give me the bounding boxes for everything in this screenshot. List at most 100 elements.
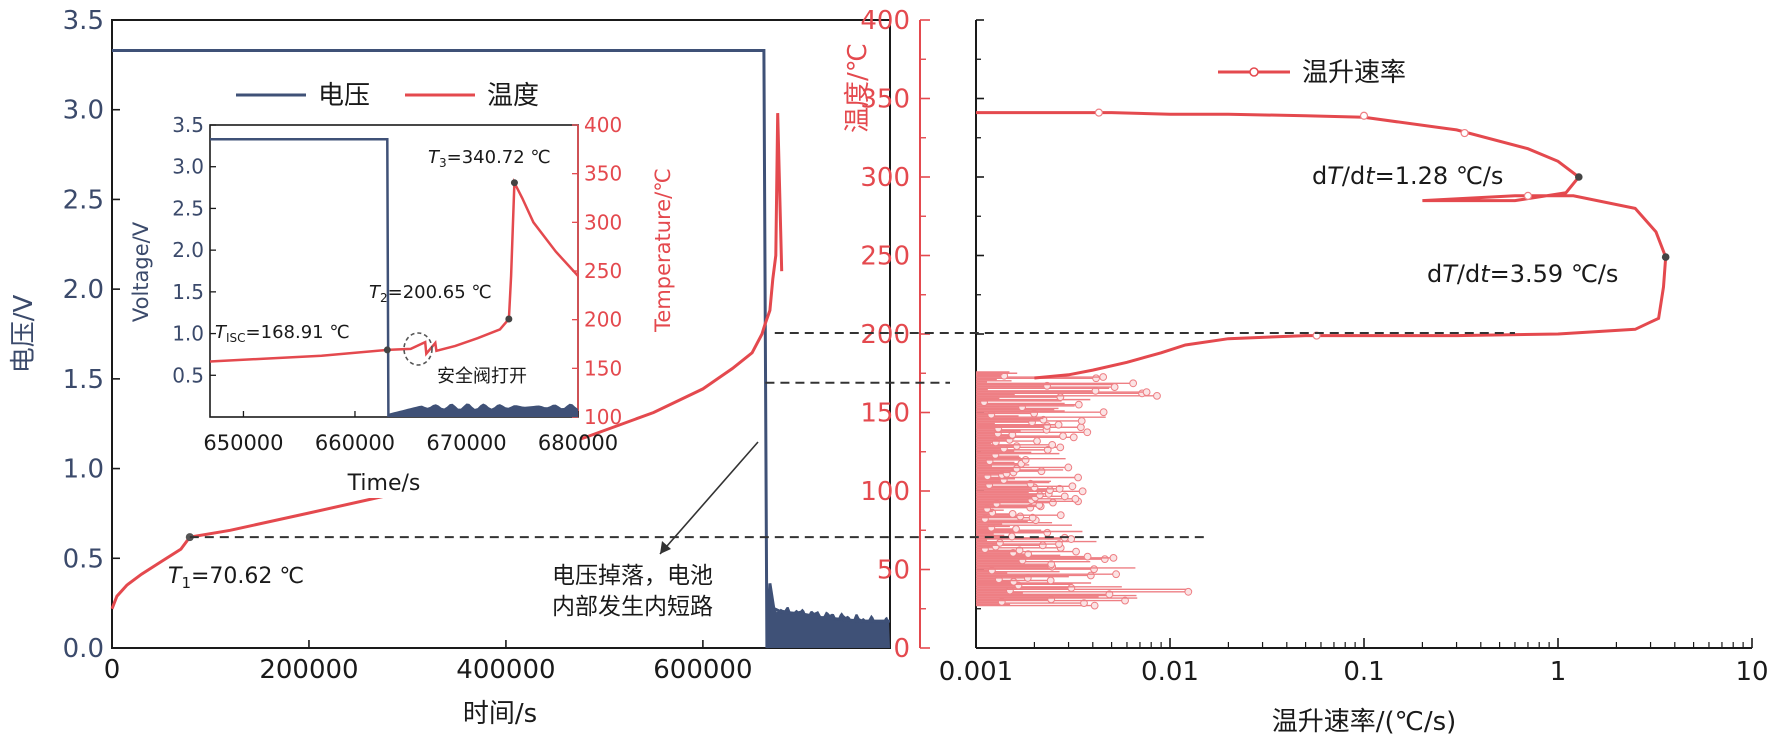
rate-noise-marker [1068,482,1077,491]
rate-noise-marker [1024,550,1033,559]
inset-right-tick-label: 100 [584,405,622,429]
inset-x-tick-label: 660000 [315,431,395,455]
rate-noise-marker [1112,570,1120,579]
rate-noise-marker [1055,484,1064,493]
rate-noise-marker [1142,388,1151,396]
rate-marked-points [1574,173,1670,261]
inset-x-axis-ticks: 650000 660000 670000 680000 [203,411,618,455]
inset-marked-point [510,179,518,187]
main-left-tick-label: 1.0 [63,455,104,485]
rate-noise-marker [1059,432,1067,440]
main-plot-frame [111,19,891,649]
rate-noise-marker [1064,463,1073,472]
rate-noise-marker [1054,420,1063,429]
inset-right-tick-label: 400 [584,113,622,137]
inset-right-tick-label: 300 [584,210,622,234]
inset-tisc-label: TISC=168.91 ℃ [215,322,350,345]
rate-r1-label: dT/dt=1.28 ℃/s [1312,162,1503,190]
main-left-tick-label: 3.0 [63,96,104,126]
inset-left-tick-label: 2.0 [172,238,204,262]
main-callout-line2: 内部发生内短路 [552,594,713,620]
rate-noise-marker [1072,547,1080,556]
main-left-tick-label: 1.5 [63,365,104,395]
rate-x-axis-title: 温升速率/(℃/s) [1272,707,1457,737]
rate-noise-marker [1021,456,1030,464]
rate-noise-marker [1083,428,1092,437]
rate-series-marker [1523,191,1533,200]
rate-x-tick-label: 0.1 [1343,657,1384,687]
rate-noise-marker [1035,491,1044,499]
inset-voltage-noise-fill [388,403,578,417]
rate-legend: 温升速率 [1218,58,1406,88]
main-x-tick-label: 0 [104,655,121,685]
main-callout-arrow [659,441,759,555]
rate-chart: 0.001 0.01 0.1 1 10 温升速率/(℃/s) dT/dt=1.28 ℃/… [939,19,1769,737]
main-x-axis-title: 时间/s [463,699,537,729]
main-callout-arrowhead [660,541,671,554]
rate-legend-marker [1249,67,1259,77]
inset-left-tick-label: 1.5 [172,280,204,304]
rate-noise-marker [1038,541,1047,550]
cross-chart-dashed-guides [189,331,1515,539]
rate-noise-marker [1121,596,1129,605]
main-voltage-noise-fill [766,584,890,648]
inset-right-axis-title: Temperature/℃ [651,168,675,333]
main-right-axis-title: 温度/℃ [843,43,873,133]
main-temperature-series [110,113,784,610]
rate-noise-marker [1110,383,1119,391]
rate-noise-marker [1129,379,1138,388]
rate-noise-band [976,371,1193,610]
rate-series-marker [1460,128,1469,138]
rate-noise-marker [1071,494,1080,503]
rate-noise-marker [1060,492,1069,501]
main-x-tick-label: 200000 [259,655,358,685]
rate-noise-marker [1055,540,1063,548]
rate-noise-marker [1056,443,1065,452]
rate-noise-marker [1056,393,1065,402]
inset-right-tick-label: 150 [584,356,622,380]
main-right-tick-label: 350 [860,85,910,115]
main-x-axis-ticks: 0 200000 400000 600000 [104,640,753,685]
legend-voltage-label: 电压 [318,81,370,111]
rate-noise-marker [1076,423,1085,432]
inset-x-tick-label: 680000 [538,431,618,455]
rate-noise-marker [1092,374,1100,383]
rate-marked-point [1574,173,1583,181]
rate-noise-marker [1028,513,1037,522]
inset-t3-label: T3=340.72 ℃ [428,147,551,170]
rate-series-markers [1094,108,1533,340]
rate-noise-marker [1067,584,1076,592]
rate-noise-marker [1033,437,1041,445]
inset-left-axis-title: Voltage/V [129,221,153,322]
rate-noise-marker [1090,601,1099,610]
inset-marked-point [383,346,391,354]
rate-noise-marker [1074,473,1083,482]
main-right-tick-label: 200 [860,320,910,350]
rate-marked-point [1661,253,1670,261]
rate-x-axis-ticks: 0.001 0.01 0.1 1 10 [939,638,1769,687]
rate-noise-marker [1012,525,1020,533]
rate-legend-label: 温升速率 [1302,58,1406,88]
main-right-tick-label: 100 [860,477,910,507]
inset-left-tick-label: 3.0 [172,155,204,179]
inset-x-tick-label: 650000 [203,431,283,455]
rate-noise-marker [1109,553,1118,562]
main-left-tick-label: 2.0 [63,275,104,305]
main-right-tick-label: 0 [893,634,910,664]
main-voltage-series [112,49,890,649]
main-right-tick-label: 300 [860,163,910,193]
rate-noise-marker [1078,487,1087,496]
inset-left-tick-label: 2.5 [172,196,204,220]
rate-noise-marker [995,538,1004,547]
rate-noise-marker [1100,555,1109,564]
rate-noise-marker [1056,511,1065,520]
rate-noise-marker [1043,422,1052,430]
inset-valve-label: 安全阀打开 [437,366,527,387]
inset-right-axis-ticks: 100 150 200 250 300 350 400 [572,113,622,429]
rate-noise-marker [1083,552,1092,561]
inset-marked-point [505,315,513,323]
rate-series [976,111,1668,380]
inset-right-tick-label: 200 [584,308,622,332]
rate-noise-marker [1077,417,1086,425]
main-left-tick-label: 3.5 [63,6,104,36]
